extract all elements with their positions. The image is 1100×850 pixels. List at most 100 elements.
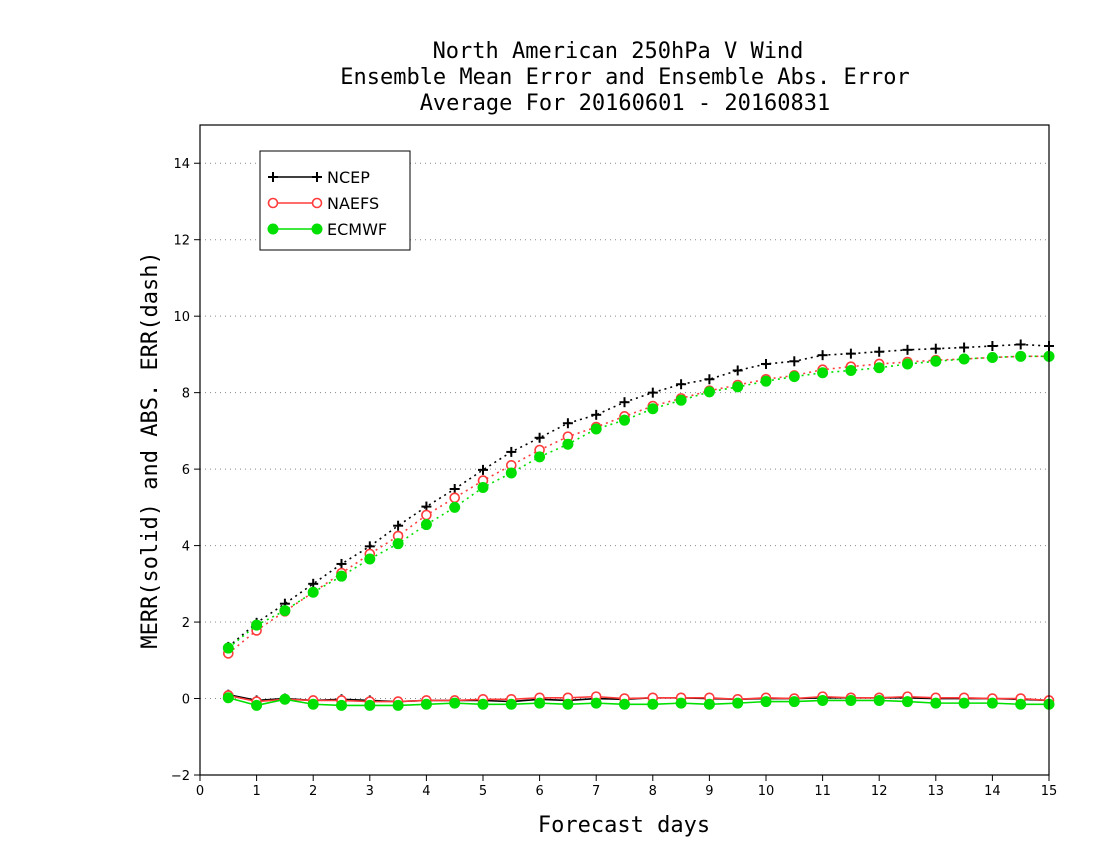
legend-marker-end-naefs (311, 197, 323, 209)
ecmwf-mean-err-point (675, 697, 687, 709)
ecmwf-abs-err-point (732, 381, 744, 393)
ecmwf-abs-err-point (505, 467, 517, 479)
x-axis-label: Forecast days (538, 813, 710, 838)
ecmwf-mean-err-point (845, 694, 857, 706)
y-tick-label: 6 (182, 463, 190, 478)
ecmwf-mean-err-point (732, 697, 744, 709)
ncep-abs-err-point (506, 446, 517, 457)
ecmwf-abs-err-point (817, 367, 829, 379)
naefs-abs-err-point (449, 492, 461, 504)
y-tick-label: 0 (182, 693, 190, 708)
ncep-abs-err-point (647, 387, 658, 398)
legend-marker-end-ecmwf (311, 223, 323, 235)
x-tick-label: 2 (309, 784, 317, 799)
ncep-abs-err-point (449, 484, 460, 494)
ecmwf-mean-err-point (902, 696, 913, 708)
y-axis-label: MERR(solid) and ABS. ERR(dash) (138, 251, 163, 648)
ecmwf-abs-err-point (986, 351, 998, 363)
x-tick-label: 8 (649, 784, 657, 799)
ecmwf-abs-err-point (449, 501, 461, 513)
ecmwf-mean-err-point (534, 697, 546, 709)
naefs-abs-err-line (227, 355, 1049, 655)
ecmwf-abs-err-point (845, 364, 857, 376)
ecmwf-abs-err-point (760, 375, 772, 387)
ecmwf-mean-err-point (788, 696, 800, 708)
ncep-abs-err-point (930, 343, 941, 354)
x-tick-label: 1 (252, 784, 260, 799)
ncep-abs-err-point (336, 558, 347, 569)
ecmwf-abs-err-point (336, 570, 347, 582)
ecmwf-mean-err-point (817, 694, 829, 706)
ecmwf-abs-err-point (647, 403, 659, 415)
ecmwf-abs-err-point (420, 519, 432, 531)
plot-frame (199, 124, 1050, 776)
ecmwf-abs-err-point (222, 642, 234, 654)
ecmwf-mean-err-point (986, 697, 998, 709)
x-tick-label: 4 (422, 784, 430, 799)
ecmwf-abs-err-point (364, 553, 376, 565)
legend-marker-start-ecmwf (267, 223, 279, 235)
ecmwf-mean-err-point (873, 694, 885, 706)
ecmwf-abs-err-point (930, 355, 942, 367)
ecmwf-abs-err-point (590, 423, 602, 435)
ecmwf-abs-err-point (619, 414, 630, 426)
ecmwf-mean-err-point (392, 699, 404, 711)
ncep-abs-err-point (817, 350, 828, 361)
ecmwf-mean-err-point (562, 698, 574, 710)
ecmwf-mean-err-point (1015, 698, 1027, 710)
legend-label-ecmwf: ECMWF (327, 220, 387, 239)
legend-marker-start-naefs (267, 197, 279, 209)
ecmwf-mean-err-point (336, 699, 347, 711)
ecmwf-mean-err-point (364, 699, 376, 711)
x-tick-label: 3 (366, 784, 374, 799)
ecmwf-abs-err-point (788, 371, 800, 383)
ecmwf-mean-err-point (477, 698, 489, 710)
ncep-abs-err-point (732, 365, 743, 376)
x-tick-label: 13 (928, 784, 945, 799)
ecmwf-mean-err-point (449, 697, 461, 709)
series-ncep (223, 339, 1054, 707)
y-tick-label: 14 (173, 157, 190, 172)
naefs-abs-err-point (421, 509, 432, 521)
ncep-abs-err-point (987, 341, 998, 351)
chart-title-line-3: Average For 20160601 - 20160831 (420, 91, 831, 116)
x-tick-label: 7 (592, 784, 600, 799)
ecmwf-mean-err-point (930, 697, 942, 709)
ecmwf-abs-err-point (562, 438, 574, 450)
ecmwf-abs-err-point (1015, 350, 1027, 362)
ncep-abs-err-point (902, 344, 913, 355)
ecmwf-mean-err-point (222, 692, 234, 704)
legend-box (259, 150, 411, 251)
ecmwf-abs-err-line (227, 355, 1049, 649)
ncep-abs-err-point (761, 358, 771, 369)
x-tick-label: 6 (535, 784, 543, 799)
legend-item-ncep: NCEP (268, 168, 370, 187)
legend-marker-end-ncep (312, 172, 322, 182)
ncep-abs-err-point (534, 432, 545, 443)
ncep-abs-err-point (1015, 339, 1026, 350)
series-naefs (223, 351, 1055, 707)
series-ecmwf (222, 350, 1055, 711)
ecmwf-abs-err-point (279, 605, 291, 617)
ncep-abs-err-point (393, 520, 404, 531)
ecmwf-mean-err-point (505, 698, 517, 710)
ncep-abs-err-point (704, 374, 715, 385)
y-tick-label: 2 (182, 616, 190, 631)
legend: NCEP NAEFS ECMWF (259, 150, 411, 251)
ecmwf-mean-err-point (251, 699, 263, 711)
ecmwf-abs-err-point (477, 481, 489, 493)
ecmwf-abs-err-point (958, 353, 970, 365)
x-tick-label: 9 (705, 784, 713, 799)
chart-title-line-2: Ensemble Mean Error and Ensemble Abs. Er… (340, 65, 910, 90)
ecmwf-abs-err-point (392, 538, 404, 550)
x-tick-label: 11 (814, 784, 831, 799)
chart-title-line-1: North American 250hPa V Wind (433, 39, 804, 64)
legend-label-ncep: NCEP (327, 168, 370, 187)
ecmwf-mean-err-point (279, 693, 291, 705)
legend-marker-start-ncep (268, 172, 278, 182)
ecmwf-abs-err-point (703, 386, 715, 398)
ecmwf-mean-err-point (647, 698, 659, 710)
x-tick-label: 14 (984, 784, 1001, 799)
